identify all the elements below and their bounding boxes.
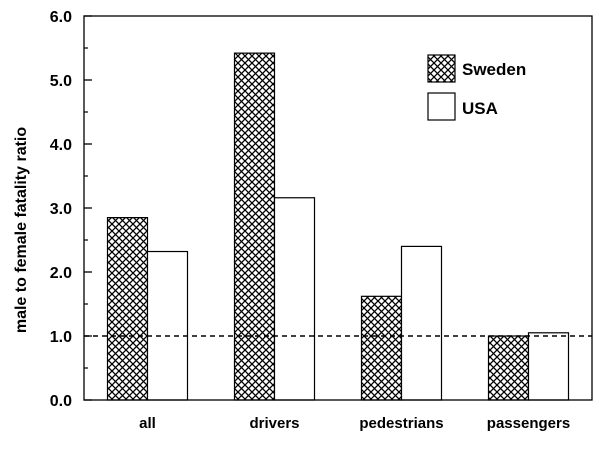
y-tick-label: 5.0 xyxy=(50,73,72,90)
y-axis-title: male to female fatality ratio xyxy=(13,127,30,334)
y-tick-label: 6.0 xyxy=(50,9,72,26)
bar-usa-passengers xyxy=(527,332,570,401)
x-category-label: all xyxy=(139,415,156,432)
y-axis-tick-labels: 0.0 1.0 2.0 3.0 4.0 5.0 6.0 xyxy=(50,9,72,410)
legend-swatch-usa xyxy=(427,92,456,121)
y-tick-label: 3.0 xyxy=(50,201,72,218)
y-tick-label: 1.0 xyxy=(50,329,72,346)
x-category-label: passengers xyxy=(487,415,570,432)
bar-sweden-drivers xyxy=(233,52,276,401)
x-axis-category-labels: all drivers pedestrians passengers xyxy=(139,415,570,432)
bar-usa-drivers xyxy=(273,197,316,401)
bar-sweden-passengers xyxy=(487,335,530,401)
bar-usa-all xyxy=(146,250,189,401)
bar-sweden-pedestrians xyxy=(360,295,403,401)
x-category-label: pedestrians xyxy=(359,415,443,432)
bars-group xyxy=(106,52,570,401)
y-tick-label: 4.0 xyxy=(50,137,72,154)
legend-label-sweden: Sweden xyxy=(462,60,526,79)
y-tick-label: 0.0 xyxy=(50,393,72,410)
bar-usa-pedestrians xyxy=(400,245,443,401)
y-axis-ticks xyxy=(84,15,92,401)
x-category-label: drivers xyxy=(249,415,299,432)
legend-label-usa: USA xyxy=(462,99,498,118)
legend: Sweden USA xyxy=(427,54,526,121)
legend-swatch-sweden xyxy=(427,54,456,83)
bar-sweden-all xyxy=(106,217,149,401)
y-tick-label: 2.0 xyxy=(50,265,72,282)
